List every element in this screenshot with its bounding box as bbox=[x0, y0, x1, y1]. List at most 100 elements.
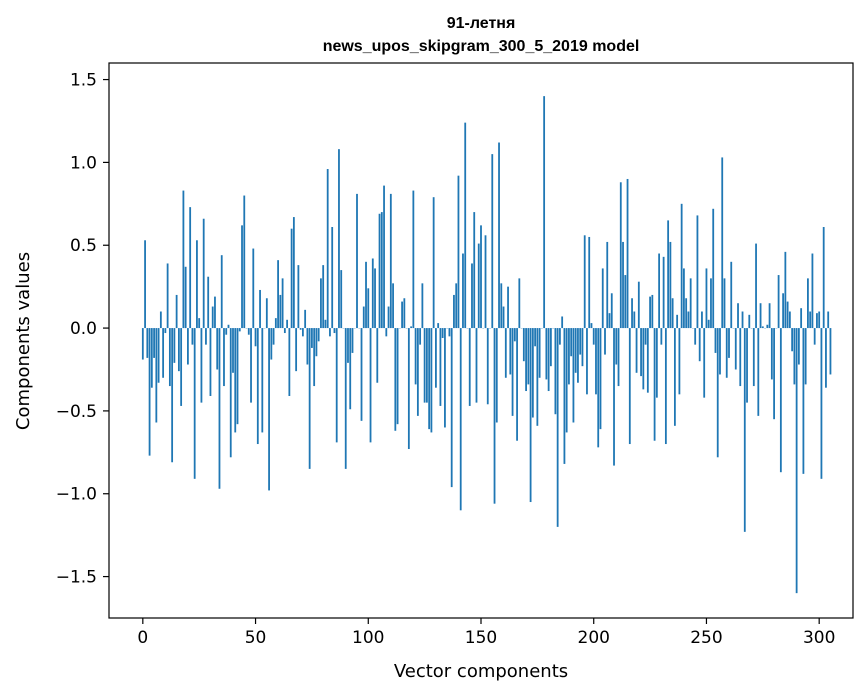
bar-219 bbox=[635, 328, 638, 373]
bar-116 bbox=[403, 298, 406, 329]
bar-183 bbox=[554, 328, 557, 415]
bar-208 bbox=[610, 293, 613, 329]
bar-98 bbox=[362, 306, 365, 329]
bar-139 bbox=[455, 283, 458, 329]
bar-297 bbox=[811, 253, 814, 329]
bar-150 bbox=[480, 225, 482, 329]
bar-272 bbox=[755, 243, 757, 329]
bar-131 bbox=[437, 323, 440, 329]
bar-6 bbox=[155, 328, 158, 423]
bar-235 bbox=[671, 298, 674, 329]
bar-65 bbox=[288, 328, 291, 396]
bar-300 bbox=[818, 311, 821, 329]
bar-228 bbox=[655, 328, 658, 398]
bar-59 bbox=[274, 318, 277, 329]
bar-252 bbox=[710, 278, 712, 329]
bar-243 bbox=[689, 278, 692, 329]
bar-43 bbox=[238, 328, 241, 332]
bar-205 bbox=[604, 328, 606, 355]
bar-3 bbox=[148, 328, 151, 456]
x-tick-label: 250 bbox=[690, 628, 722, 648]
bar-298 bbox=[813, 328, 816, 345]
bar-58 bbox=[272, 328, 275, 345]
bar-201 bbox=[595, 328, 597, 395]
bar-31 bbox=[211, 306, 214, 329]
bar-130 bbox=[435, 328, 437, 388]
bar-179 bbox=[545, 328, 548, 380]
bar-73 bbox=[306, 328, 309, 365]
bar-234 bbox=[669, 241, 672, 329]
bar-9 bbox=[162, 328, 165, 378]
bar-166 bbox=[516, 328, 518, 441]
bar-288 bbox=[791, 328, 794, 352]
bar-174 bbox=[534, 328, 537, 347]
bar-305 bbox=[829, 328, 832, 375]
bar-97 bbox=[360, 328, 363, 421]
bar-285 bbox=[784, 251, 787, 329]
bar-193 bbox=[577, 328, 579, 383]
bar-76 bbox=[313, 328, 316, 387]
bar-261 bbox=[730, 261, 733, 329]
bar-232 bbox=[664, 328, 667, 445]
bar-186 bbox=[561, 316, 564, 329]
bar-189 bbox=[568, 328, 570, 385]
bar-11 bbox=[166, 263, 169, 329]
bar-218 bbox=[633, 311, 636, 329]
chart-title-line-1: 91-летня bbox=[447, 15, 516, 32]
bar-302 bbox=[822, 227, 825, 329]
bar-249 bbox=[703, 328, 706, 398]
bar-27 bbox=[202, 218, 205, 329]
bar-194 bbox=[579, 328, 582, 355]
y-tick-label: 1.5 bbox=[70, 71, 97, 91]
bar-282 bbox=[777, 275, 780, 329]
bar-66 bbox=[290, 228, 293, 329]
bar-72 bbox=[304, 309, 307, 329]
y-axis-ticks: −1.5 −1.0 −0.5 0.0 0.5 1.0 1.5 bbox=[56, 71, 109, 588]
y-tick-label: −1.0 bbox=[56, 485, 97, 505]
bar-223 bbox=[644, 328, 647, 345]
bar-84 bbox=[331, 227, 334, 329]
bar-2 bbox=[146, 328, 149, 358]
bar-226 bbox=[651, 294, 654, 329]
bar-53 bbox=[261, 328, 264, 433]
bar-90 bbox=[344, 328, 347, 469]
bar-136 bbox=[448, 328, 451, 337]
bar-240 bbox=[683, 268, 685, 329]
bar-67 bbox=[292, 217, 295, 329]
bar-293 bbox=[802, 328, 805, 474]
y-tick-label: −0.5 bbox=[56, 402, 97, 422]
bar-301 bbox=[820, 328, 823, 479]
bar-196 bbox=[583, 235, 586, 329]
bar-161 bbox=[504, 328, 507, 378]
bar-299 bbox=[816, 313, 818, 329]
y-tick-label: 0.5 bbox=[70, 236, 97, 256]
bar-142 bbox=[462, 253, 464, 329]
bar-120 bbox=[412, 190, 415, 329]
bar-222 bbox=[642, 328, 645, 390]
bar-197 bbox=[586, 328, 588, 395]
bar-102 bbox=[371, 258, 374, 329]
bar-44 bbox=[241, 225, 243, 329]
bar-284 bbox=[782, 293, 785, 329]
bar-100 bbox=[367, 288, 370, 329]
bar-221 bbox=[640, 328, 642, 377]
bar-133 bbox=[441, 328, 444, 339]
bar-255 bbox=[716, 328, 719, 458]
x-tick-label: 200 bbox=[578, 628, 610, 648]
bar-137 bbox=[450, 328, 453, 488]
bar-110 bbox=[389, 193, 392, 329]
bar-213 bbox=[622, 241, 624, 329]
bar-279 bbox=[770, 328, 773, 380]
bar-121 bbox=[414, 328, 417, 385]
bar-274 bbox=[759, 303, 762, 329]
bar-248 bbox=[701, 311, 703, 329]
bar-158 bbox=[498, 142, 500, 329]
bar-138 bbox=[453, 294, 455, 329]
bar-159 bbox=[500, 283, 503, 329]
bar-220 bbox=[637, 281, 640, 329]
bar-129 bbox=[432, 197, 435, 329]
bar-156 bbox=[493, 328, 496, 504]
bar-104 bbox=[376, 328, 379, 383]
bar-273 bbox=[757, 328, 760, 416]
